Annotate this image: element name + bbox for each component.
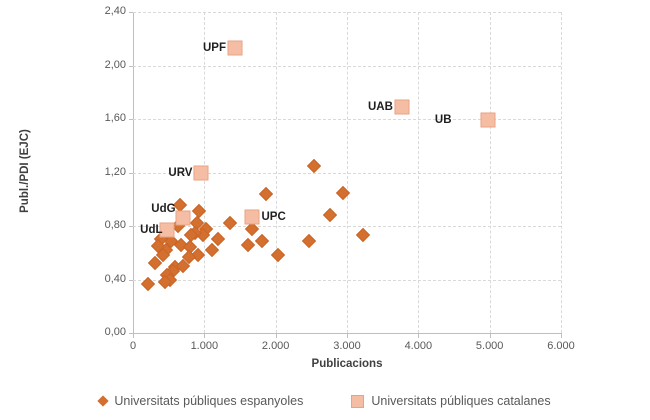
data-point-catalana-UPF xyxy=(227,40,243,56)
data-point-catalana-URV xyxy=(193,165,209,180)
legend: Universitats públiques espanyoles Univer… xyxy=(0,394,650,408)
x-tick-label: 0 xyxy=(129,340,137,352)
x-tick-label: 5.000 xyxy=(475,340,504,352)
point-label-UB: UB xyxy=(434,114,452,127)
legend-label-catalanes: Universitats públiques catalanes xyxy=(371,394,551,408)
point-label-UPC: UPC xyxy=(261,210,286,223)
point-label-UPF: UPF xyxy=(203,42,226,55)
y-tick-label: 0,40 xyxy=(104,272,126,285)
y-tick-label: 1,20 xyxy=(104,165,126,178)
data-point-catalana-UB xyxy=(480,112,496,128)
y-tick-mark xyxy=(129,119,133,120)
y-gridline xyxy=(133,279,561,281)
y-gridline xyxy=(133,65,561,67)
x-tick-label: 6.000 xyxy=(547,340,575,352)
y-tick-label: 0,00 xyxy=(104,326,126,338)
y-tick-label: 2,40 xyxy=(104,5,126,17)
x-tick-mark xyxy=(133,334,134,338)
y-tick-mark xyxy=(129,172,133,174)
y-tick-mark xyxy=(129,226,133,227)
x-tick-mark xyxy=(561,334,562,338)
x-tick-mark xyxy=(204,334,206,338)
x-tick-label: 4.000 xyxy=(404,340,433,352)
point-label-UdL: UdL xyxy=(140,224,163,236)
y-gridline xyxy=(133,119,561,120)
y-gridline xyxy=(133,172,561,174)
y-tick-mark xyxy=(129,12,133,13)
y-axis-title: Publ./PDI (EJC) xyxy=(19,129,31,213)
y-tick-label: 2,00 xyxy=(104,58,126,71)
data-point-catalana-UPC xyxy=(244,209,260,225)
y-tick-mark xyxy=(129,279,133,281)
x-tick-mark xyxy=(275,334,277,338)
x-tick-label: 3.000 xyxy=(333,340,361,352)
legend-item-espanyoles: Universitats públiques espanyoles xyxy=(97,394,304,408)
y-tick-label: 1,60 xyxy=(104,112,126,124)
x-tick-mark xyxy=(347,334,348,338)
square-marker-icon xyxy=(351,394,365,408)
y-gridline xyxy=(133,12,561,13)
y-tick-mark xyxy=(129,333,133,334)
y-tick-mark xyxy=(129,65,133,67)
diamond-marker-icon xyxy=(97,395,110,407)
point-label-URV: URV xyxy=(168,166,193,179)
data-point-catalana-UAB xyxy=(394,99,410,115)
y-tick-label: 0,80 xyxy=(104,219,126,231)
x-tick-mark xyxy=(489,334,491,338)
data-point-catalana-UdG xyxy=(175,210,191,226)
x-gridline xyxy=(561,12,562,333)
x-tick-mark xyxy=(418,334,420,338)
point-label-UdG: UdG xyxy=(151,202,176,215)
legend-label-espanyoles: Universitats públiques espanyoles xyxy=(114,394,304,408)
x-tick-label: 1.000 xyxy=(190,340,219,352)
x-axis-title: Publicacions xyxy=(311,358,383,370)
point-label-UAB: UAB xyxy=(368,100,393,113)
x-tick-label: 2.000 xyxy=(261,340,290,352)
y-gridline xyxy=(133,226,561,227)
legend-item-catalanes: Universitats públiques catalanes xyxy=(351,394,551,408)
data-point-catalana-UdL xyxy=(159,222,175,238)
